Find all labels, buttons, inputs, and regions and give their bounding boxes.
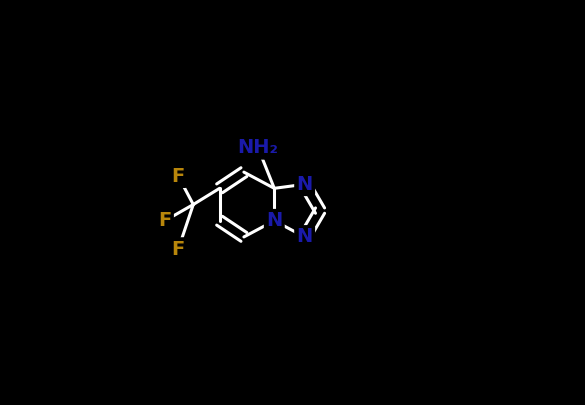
Text: N: N xyxy=(297,175,313,194)
Text: NH₂: NH₂ xyxy=(238,139,278,157)
Text: N: N xyxy=(266,211,283,230)
Text: F: F xyxy=(171,240,185,258)
Text: F: F xyxy=(171,167,185,185)
Text: N: N xyxy=(297,228,313,246)
Text: F: F xyxy=(159,211,171,230)
